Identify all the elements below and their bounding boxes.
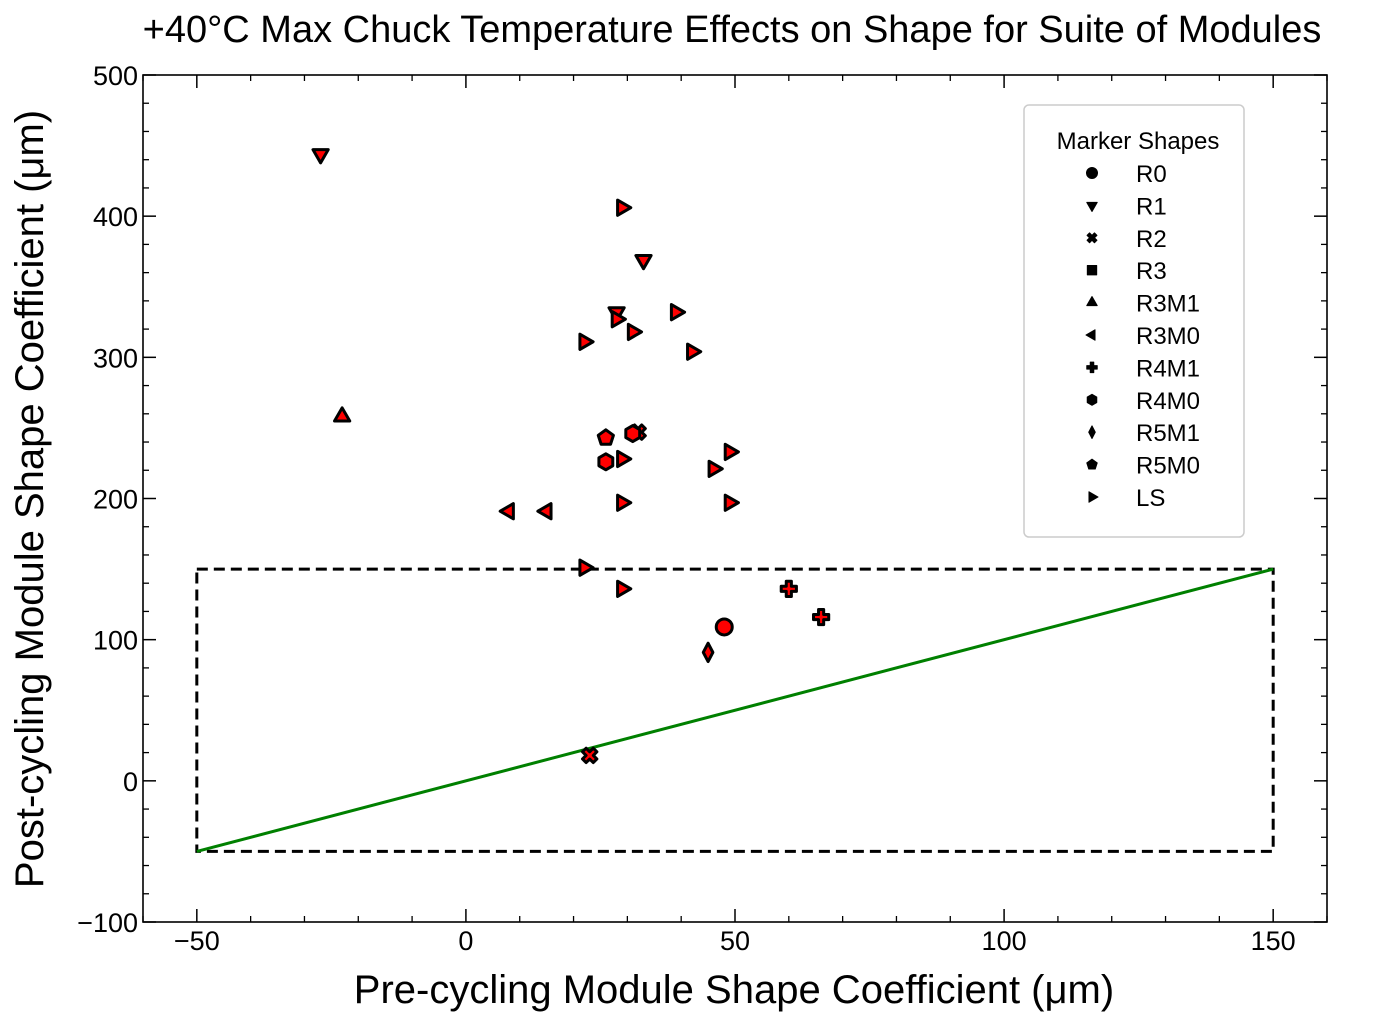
legend-label-r0: R0 [1136,161,1167,188]
point-r5m0 [596,428,615,446]
point-ls [686,342,703,361]
legend-label-r3m0: R3M0 [1136,323,1200,350]
point-r5m1 [701,641,715,664]
region-box [195,567,1275,853]
legend-marker-r3m1 [1086,296,1098,307]
y-tick-label: 100 [93,626,138,656]
x-tick-label: 50 [720,926,750,956]
point-ls [723,493,740,512]
point-r3m1 [333,406,352,423]
legend-marker-r3 [1086,265,1098,276]
x-tick-label: −50 [174,926,220,956]
y-tick-label: −100 [77,908,138,938]
point-r1 [311,148,330,165]
legend-label-r3m1: R3M1 [1136,291,1200,318]
legend-marker-r4m0 [1086,393,1098,406]
y-tick-label: 200 [93,485,138,515]
legend-label-r1: R1 [1136,193,1167,220]
y-tick-label: 300 [93,343,138,373]
point-ls [626,322,644,342]
y-tick-label: 0 [123,767,138,797]
point-ls [616,579,633,598]
legend-marker-r2 [1086,232,1098,244]
chart-title: +40°C Max Chuck Temperature Effects on S… [143,9,1322,51]
point-r0 [714,617,734,637]
legend-label-r4m0: R4M0 [1136,388,1200,415]
point-r4m1 [779,579,798,598]
legend-marker-r0 [1086,167,1098,179]
legend-label-r2: R2 [1136,226,1167,253]
legend-marker-ls [1088,491,1099,503]
point-ls [616,493,633,512]
point-r3m0 [498,502,515,521]
legend-label-r3: R3 [1136,258,1167,285]
point-r4m1 [812,607,831,627]
point-r1 [634,254,653,271]
y-axis-label: Post-cycling Module Shape Coefficient (μ… [8,110,52,888]
point-ls [578,332,595,351]
x-tick-label: 150 [1251,926,1296,956]
point-ls [723,442,740,462]
y-tick-label: 500 [93,61,138,91]
legend-marker-r4m1 [1086,361,1098,374]
x-axis-label: Pre-cycling Module Shape Coefficient (μm… [354,968,1114,1012]
legend-label-ls: LS [1136,485,1165,512]
point-r4m0 [624,424,642,444]
point-ls [669,303,687,322]
y-tick-label: 400 [93,202,138,232]
point-ls [616,198,633,217]
legend-title: Marker Shapes [1057,128,1220,155]
reference-line [196,567,1274,853]
legend-marker-r5m1 [1088,425,1096,440]
legend: Marker Shapes R0 R1 R2 R3 R3M1 R3M0 R4M1 R4M0 R5M… [1023,104,1245,538]
point-r3m0 [536,502,553,521]
legend-marker-r5m0 [1086,458,1098,470]
x-tick-label: 100 [982,926,1027,956]
legend-label-r5m1: R5M1 [1136,420,1200,447]
point-ls [616,449,633,469]
point-r2 [581,746,599,765]
point-ls [610,310,627,329]
point-ls [578,558,595,577]
point-ls [707,459,724,478]
axis-ticks: −50 0 50 100 150 −100 0 100 200 300 400 500 [77,61,1328,956]
legend-frame [1023,104,1245,538]
data-points [311,148,831,765]
legend-label-r4m1: R4M1 [1136,355,1200,382]
legend-label-r5m0: R5M0 [1136,453,1200,480]
x-tick-label: 0 [458,926,473,956]
legend-marker-r3m0 [1085,329,1096,341]
legend-marker-r1 [1086,201,1098,212]
point-r4m0 [597,452,615,472]
